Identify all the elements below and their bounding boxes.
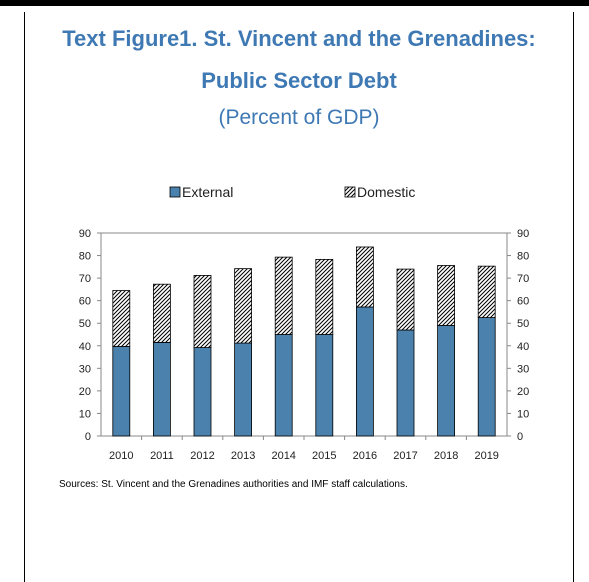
legend-swatch-external bbox=[169, 186, 181, 198]
y-tick-label-left: 60 bbox=[79, 296, 91, 308]
source-note: Sources: St. Vincent and the Grenadines … bbox=[59, 479, 408, 490]
bar-domestic bbox=[355, 246, 374, 308]
y-tick-label-right: 60 bbox=[517, 296, 529, 308]
bar-external bbox=[234, 342, 253, 437]
bar-domestic bbox=[477, 265, 496, 318]
bar-domestic bbox=[274, 256, 293, 335]
y-tick-label-left: 0 bbox=[85, 431, 91, 443]
y-tick-label-left: 90 bbox=[79, 228, 91, 240]
x-tick-label: 2013 bbox=[231, 450, 255, 462]
x-tick-label: 2019 bbox=[474, 450, 498, 462]
x-tick-label: 2017 bbox=[393, 450, 417, 462]
figure-frame bbox=[24, 12, 574, 582]
y-tick-label-right: 80 bbox=[517, 251, 529, 263]
y-tick-label-left: 80 bbox=[79, 251, 91, 263]
legend-label-external: External bbox=[182, 184, 233, 200]
x-tick-label: 2010 bbox=[109, 450, 133, 462]
bar-external bbox=[274, 334, 293, 437]
legend-swatch-domestic bbox=[344, 186, 356, 198]
x-tick-label: 2011 bbox=[150, 450, 174, 462]
bar-external bbox=[152, 341, 171, 437]
y-tick-label-right: 0 bbox=[517, 431, 523, 443]
x-tick-label: 2016 bbox=[353, 450, 377, 462]
bar-external bbox=[355, 306, 374, 437]
legend-label-domestic: Domestic bbox=[357, 184, 415, 200]
y-tick-label-left: 20 bbox=[79, 386, 91, 398]
x-tick-label: 2018 bbox=[434, 450, 458, 462]
y-tick-label-right: 50 bbox=[517, 318, 529, 330]
bar-external bbox=[437, 325, 456, 437]
figure-title-line2: Public Sector Debt bbox=[201, 68, 397, 93]
y-tick-label-left: 30 bbox=[79, 363, 91, 375]
bar-external bbox=[193, 347, 212, 437]
y-tick-label-right: 30 bbox=[517, 363, 529, 375]
y-tick-label-left: 10 bbox=[79, 408, 91, 420]
bar-domestic bbox=[234, 268, 253, 344]
x-tick-label: 2015 bbox=[312, 450, 336, 462]
bar-external bbox=[477, 317, 496, 437]
bar-domestic bbox=[112, 290, 131, 347]
y-tick-label-right: 40 bbox=[517, 341, 529, 353]
y-tick-label-left: 50 bbox=[79, 318, 91, 330]
y-tick-label-right: 20 bbox=[517, 386, 529, 398]
y-tick-label-right: 10 bbox=[517, 408, 529, 420]
bar-domestic bbox=[152, 283, 171, 343]
bar-domestic bbox=[437, 265, 456, 326]
y-tick-label-left: 40 bbox=[79, 341, 91, 353]
bar-domestic bbox=[396, 268, 415, 331]
bar-domestic bbox=[193, 275, 212, 348]
bar-external bbox=[396, 329, 415, 437]
bar-external bbox=[112, 346, 131, 437]
bar-domestic bbox=[315, 258, 334, 335]
plot-area: 0 0 10 10 20 20 30 30 40 40 50 50 60 60 70 70 80 80 90 90 20… bbox=[79, 228, 530, 462]
x-tick-label: 2014 bbox=[271, 450, 295, 462]
y-tick-label-left: 70 bbox=[79, 273, 91, 285]
figure-title-line1: Text Figure1. St. Vincent and the Grenad… bbox=[62, 26, 536, 51]
bar-external bbox=[315, 334, 334, 437]
figure-subtitle: (Percent of GDP) bbox=[218, 106, 380, 129]
y-tick-label-right: 90 bbox=[517, 228, 529, 240]
chart-legend: External Domestic bbox=[169, 184, 415, 200]
top-rule bbox=[0, 0, 589, 6]
y-tick-label-right: 70 bbox=[517, 273, 529, 285]
x-tick-label: 2012 bbox=[190, 450, 214, 462]
